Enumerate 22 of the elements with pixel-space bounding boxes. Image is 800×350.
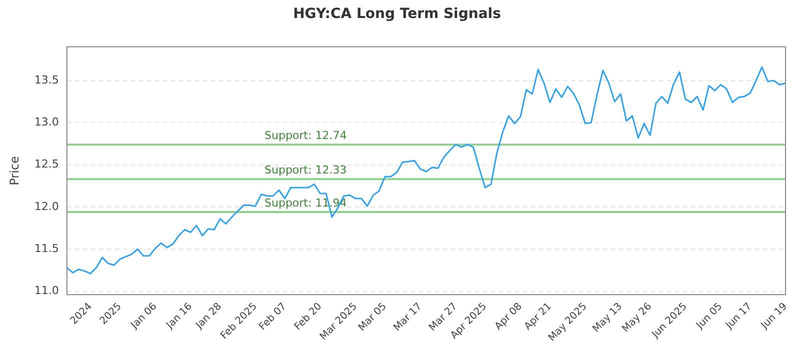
ref-line-label: Support: 12.33	[264, 164, 347, 177]
x-tick-label: Mar 05	[356, 301, 389, 334]
y-tick-label: 12.0	[34, 200, 59, 213]
x-tick-label: Mar 17	[392, 301, 424, 334]
x-tick-label: Apr 21	[522, 301, 554, 332]
x-tick-label: Apr 08	[493, 301, 524, 332]
y-tick-label: 11.0	[34, 284, 59, 298]
y-tick-label: 13.5	[34, 73, 59, 86]
y-axis-title: Price	[7, 156, 22, 186]
x-tick-label: Jun 19	[758, 301, 790, 332]
chart-title: HGY:CA Long Term Signals	[293, 6, 501, 22]
ref-line-label: Support: 12.74	[264, 128, 347, 142]
y-tick-label: 12.5	[34, 158, 59, 171]
x-tick-label: Jun 17	[723, 301, 754, 332]
x-tick-label: Jan 06	[128, 301, 160, 332]
x-tick-label: Jun 05	[694, 301, 725, 332]
y-tick-label: 13.0	[34, 116, 59, 129]
x-tick-label: Feb 20	[292, 301, 324, 333]
y-tick-label: 11.5	[34, 242, 59, 255]
x-tick-label: Jan 28	[193, 301, 224, 332]
x-tick-label: Feb 07	[257, 301, 289, 333]
x-tick-label: Jan 16	[164, 301, 195, 332]
